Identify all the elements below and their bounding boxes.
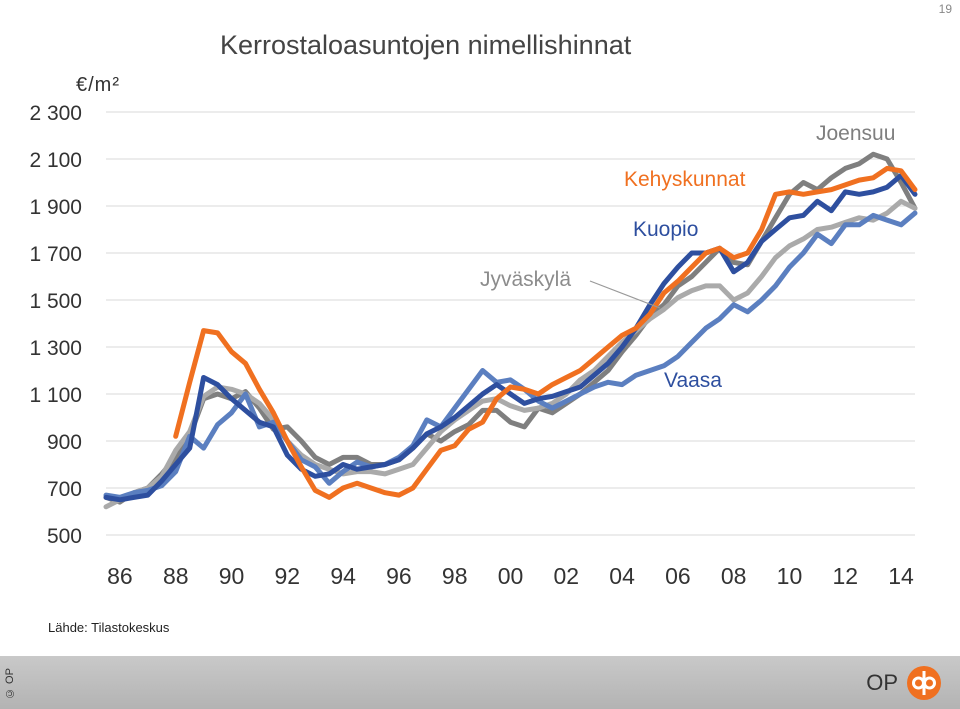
y-tick-label: 1 500 xyxy=(29,290,82,313)
x-tick-label: 06 xyxy=(665,563,691,589)
series-lines xyxy=(103,151,918,510)
x-tick-label: 00 xyxy=(498,563,524,589)
y-tick-label: 900 xyxy=(47,431,82,454)
chart-title: Kerrostaloasuntojen nimellishinnat xyxy=(220,30,632,60)
y-tick-label: 1 300 xyxy=(29,337,82,360)
x-tick-label: 96 xyxy=(386,563,412,589)
x-tick-label: 92 xyxy=(275,563,301,589)
series-label-kehyskunnat: Kehyskunnat xyxy=(624,168,746,191)
x-tick-label: 88 xyxy=(163,563,189,589)
x-tick-label: 02 xyxy=(553,563,579,589)
x-tick-label: 14 xyxy=(888,563,914,589)
series-label-vaasa: Vaasa xyxy=(664,369,722,392)
source-note: Lähde: Tilastokeskus xyxy=(48,620,170,635)
series-line-kuopio xyxy=(103,172,918,503)
y-axis-tick-labels: 500 700 900 1 100 1 300 1 500 1 700 1 900 2 100 2… xyxy=(29,102,82,548)
footer-bar: © OP OP xyxy=(0,656,960,709)
op-logo-text: OP xyxy=(866,670,898,695)
y-tick-label: 1 900 xyxy=(29,196,82,219)
copyright-text: © OP xyxy=(4,668,16,700)
series-line-jyvskyl xyxy=(103,198,918,510)
y-tick-label: 1 700 xyxy=(29,243,82,266)
y-tick-label: 1 100 xyxy=(29,384,82,407)
series-line-kehyskunnat xyxy=(173,165,918,500)
x-tick-label: 90 xyxy=(219,563,245,589)
series-line-vaasa xyxy=(103,210,918,500)
x-tick-label: 86 xyxy=(107,563,133,589)
op-logo-icon xyxy=(907,666,941,700)
series-label-joensuu: Joensuu xyxy=(816,122,895,145)
x-tick-label: 94 xyxy=(330,563,356,589)
x-tick-label: 10 xyxy=(777,563,803,589)
y-tick-label: 700 xyxy=(47,478,82,501)
series-label-kuopio: Kuopio xyxy=(633,218,698,241)
series-label-jyvskyl: Jyväskylä xyxy=(480,268,571,291)
x-tick-label: 08 xyxy=(721,563,747,589)
y-tick-label: 2 300 xyxy=(29,102,82,125)
jyvaskyla-label-leader xyxy=(589,280,661,309)
page-number: 19 xyxy=(938,2,952,16)
x-tick-label: 12 xyxy=(832,563,858,589)
y-tick-label: 500 xyxy=(47,525,82,548)
y-tick-label: 2 100 xyxy=(29,149,82,172)
x-tick-label: 04 xyxy=(609,563,635,589)
x-tick-label: 98 xyxy=(442,563,468,589)
line-chart: 500 700 900 1 100 1 300 1 500 1 700 1 900 2 100 2… xyxy=(29,102,918,589)
y-axis-unit-label: €/m² xyxy=(76,74,120,96)
gridlines xyxy=(106,111,915,536)
series-labels: Joensuu Kehyskunnat Kuopio Jyväskylä Vaasa xyxy=(480,122,895,392)
x-axis-tick-labels: 86 88 90 92 94 96 98 00 02 04 06 08 10 12 14 xyxy=(107,563,914,589)
